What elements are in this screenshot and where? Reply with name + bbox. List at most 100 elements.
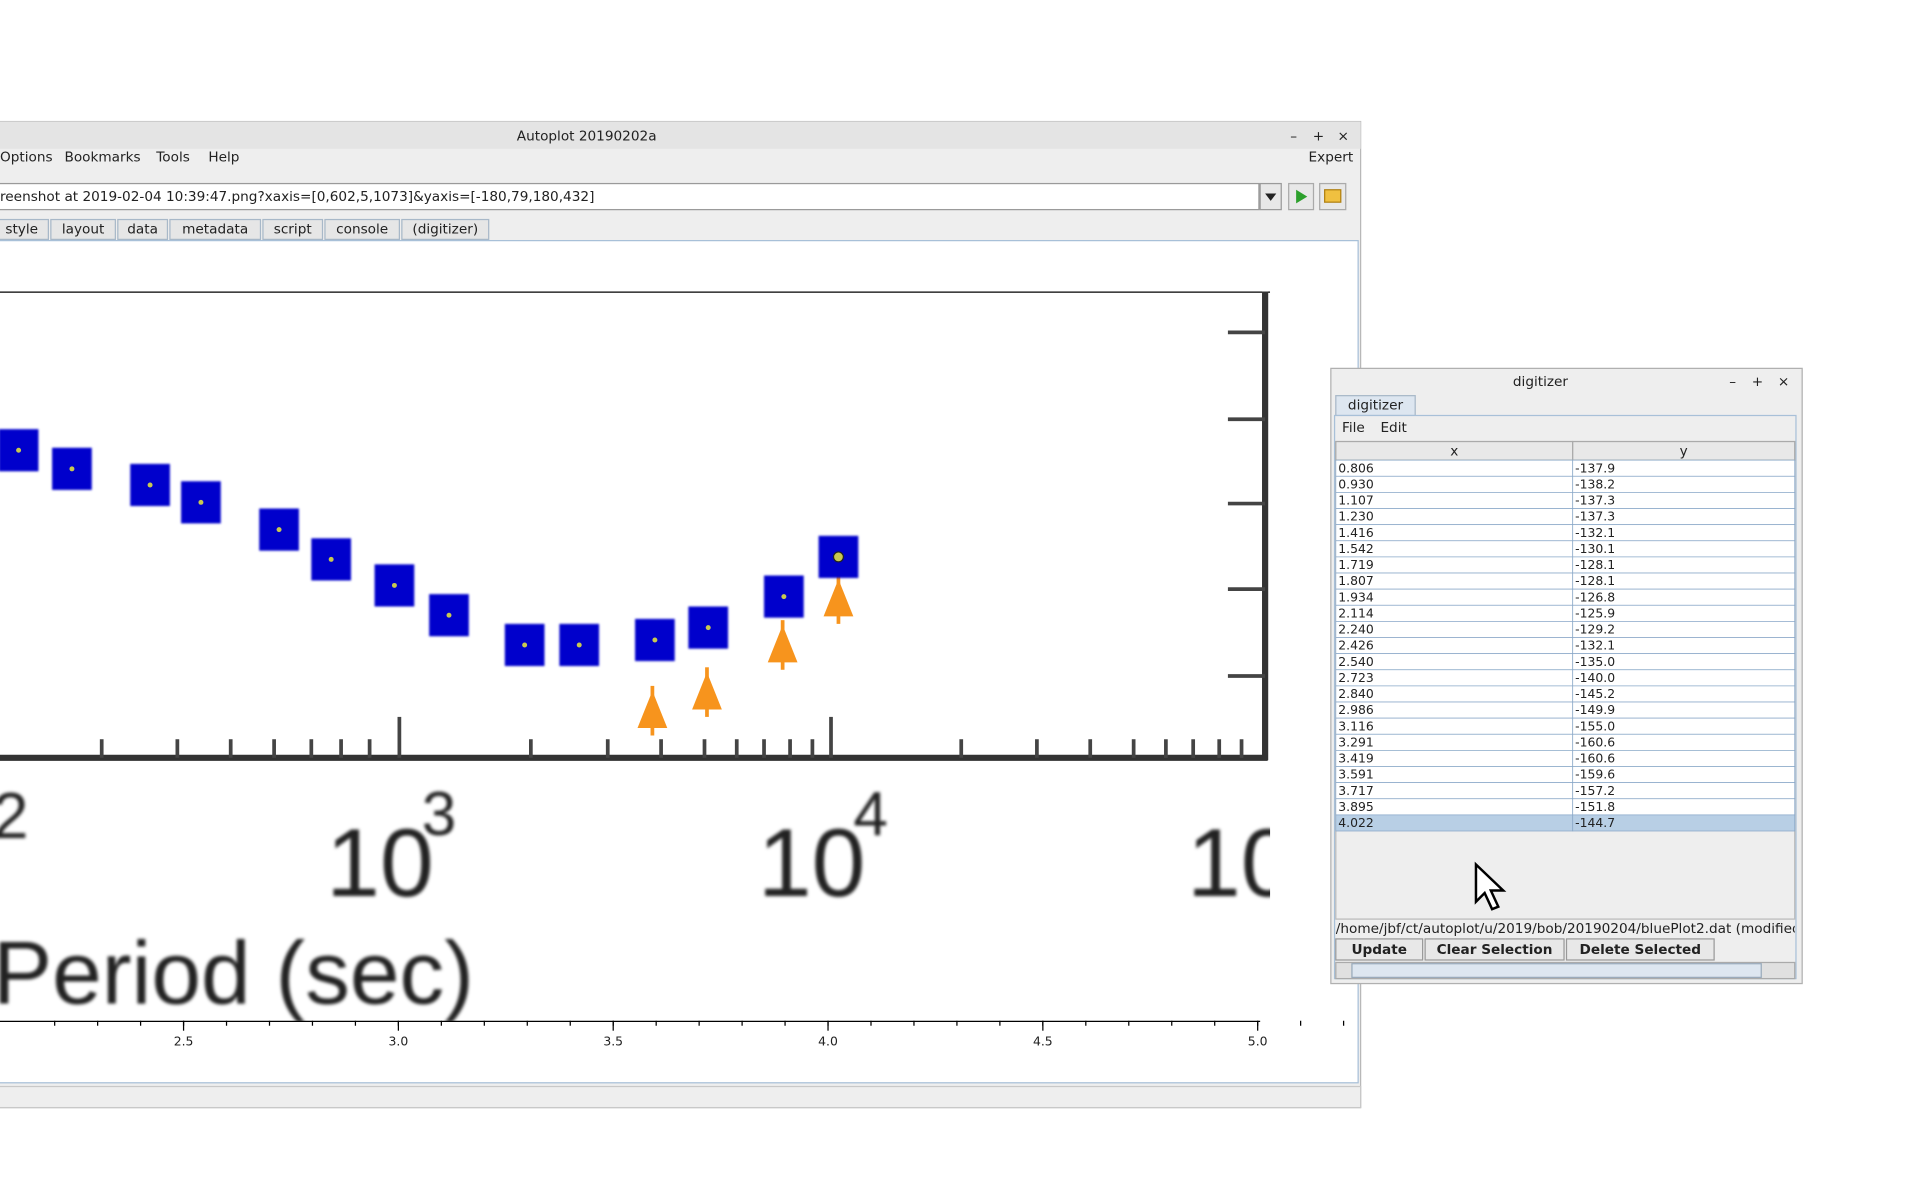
tab[interactable]: [324, 218, 400, 240]
x-tick-label: 4.0: [818, 1033, 838, 1048]
image-tick-exponent: 3: [422, 780, 456, 849]
folder-icon: [1324, 189, 1342, 203]
menu-item[interactable]: Tools: [155, 150, 190, 166]
tab-label: style: [5, 221, 38, 237]
cell-text: 1.230: [1338, 509, 1374, 524]
digitized-point: [391, 582, 397, 588]
cell-text: 0.930: [1338, 476, 1374, 491]
tab-label: metadata: [182, 221, 248, 237]
cell-text: 2.540: [1338, 654, 1374, 669]
tab-label: digitizer: [1348, 398, 1404, 414]
cell-text: 0.806: [1338, 460, 1374, 475]
cell-text: 4.022: [1338, 815, 1373, 830]
tab[interactable]: [401, 218, 490, 240]
cell-text: 3.895: [1338, 799, 1373, 814]
cell-text: 1.107: [1338, 493, 1373, 508]
main-window: Autoplot 20190202a – + × Options Bookmarks Too…: [0, 120, 1362, 1109]
title-bar: [0, 121, 1361, 149]
cell-text: -137.3: [1575, 509, 1615, 524]
cell-text: 1.416: [1338, 525, 1374, 540]
tab-label: data: [127, 221, 158, 237]
cell-text: -149.9: [1575, 702, 1615, 717]
digitizer-window: digitizer – + × digitizer File Edit x y 0.806 -137…: [1330, 367, 1806, 985]
tab[interactable]: [262, 218, 324, 240]
window-title: Autoplot 20190202a: [517, 128, 657, 144]
button[interactable]: [1335, 938, 1424, 961]
tab[interactable]: [50, 218, 116, 240]
x-tick-label: 5.0: [1248, 1033, 1268, 1048]
x-tick-label: 4.5: [1033, 1033, 1053, 1048]
cell-text: -132.1: [1575, 525, 1615, 540]
menu-item[interactable]: Edit: [1380, 420, 1407, 436]
image-tick-label: 10: [1187, 808, 1295, 917]
window-control[interactable]: +: [1313, 128, 1324, 144]
expert-menu[interactable]: Expert: [1309, 150, 1354, 166]
cell-text: -135.0: [1575, 654, 1615, 669]
menu-item[interactable]: File: [1342, 420, 1365, 436]
cell-text: -160.6: [1575, 751, 1615, 766]
window-control[interactable]: –: [1729, 374, 1736, 390]
cell-text: -129.2: [1575, 622, 1615, 637]
digitized-point: [576, 642, 582, 648]
tab-label: script: [274, 221, 313, 237]
menu-item[interactable]: Options: [0, 150, 53, 166]
menu-item[interactable]: Bookmarks: [64, 150, 140, 166]
window-control[interactable]: ×: [1338, 128, 1349, 144]
mouse-cursor: [1474, 861, 1507, 911]
address-field[interactable]: [0, 182, 1260, 211]
table-cell[interactable]: [1572, 814, 1796, 832]
cell-text: 2.114: [1338, 605, 1374, 620]
window-control[interactable]: +: [1752, 374, 1763, 390]
tab[interactable]: [0, 218, 49, 240]
cell-text: 2.723: [1338, 670, 1373, 685]
button-label: Clear Selection: [1437, 942, 1553, 958]
column-header-label: x: [1450, 443, 1458, 459]
cell-text: -138.2: [1575, 476, 1615, 491]
cell-text: -159.6: [1575, 767, 1615, 782]
cell-text: -132.1: [1575, 638, 1615, 653]
cell-text: -128.1: [1575, 573, 1615, 588]
cell-text: -145.2: [1575, 686, 1615, 701]
tab[interactable]: [169, 218, 262, 240]
image-triangle: [823, 579, 854, 617]
digitized-point: [328, 556, 334, 562]
digitized-point: [147, 482, 153, 488]
cell-text: 3.419: [1338, 751, 1374, 766]
cell-text: 2.426: [1338, 638, 1374, 653]
window-control[interactable]: –: [1290, 128, 1297, 144]
image-triangle: [767, 625, 798, 663]
cell-text: -155.0: [1575, 718, 1615, 733]
cell-text: -140.0: [1575, 670, 1615, 685]
cell-text: 3.717: [1338, 783, 1373, 798]
file-path: /home/jbf/ct/autoplot/u/2019/bob/2019020…: [1336, 921, 1806, 937]
digitized-point: [198, 499, 204, 505]
button-label: Delete Selected: [1580, 942, 1702, 958]
go-icon: [1296, 189, 1308, 204]
image-triangle: [637, 690, 668, 729]
window-control[interactable]: ×: [1778, 374, 1789, 390]
cell-text: -137.3: [1575, 493, 1615, 508]
cell-text: 2.986: [1338, 702, 1374, 717]
image-axis-label: Period (sec): [0, 922, 474, 1022]
digitized-point: [832, 551, 845, 563]
address-text: reenshot at 2019-02-04 10:39:47.png?xaxi…: [0, 189, 594, 205]
cell-text: 2.240: [1338, 622, 1374, 637]
cell-text: 1.542: [1338, 541, 1373, 556]
digitized-point: [705, 625, 711, 631]
image-tick-label: 2: [0, 780, 28, 852]
menu-item[interactable]: Help: [208, 150, 239, 166]
cell-text: -157.2: [1575, 783, 1615, 798]
cell-text: -128.1: [1575, 557, 1615, 572]
cell-text: 3.116: [1338, 718, 1374, 733]
button[interactable]: [1424, 938, 1565, 961]
tab-label: console: [336, 221, 388, 237]
button[interactable]: [1565, 938, 1715, 961]
cell-text: -130.1: [1575, 541, 1615, 556]
scroll-thumb[interactable]: [1351, 963, 1762, 978]
x-tick-label: 2.5: [174, 1033, 194, 1048]
cell-text: 2.840: [1338, 686, 1374, 701]
status-bar: [0, 1085, 1362, 1109]
tab[interactable]: [117, 218, 169, 240]
